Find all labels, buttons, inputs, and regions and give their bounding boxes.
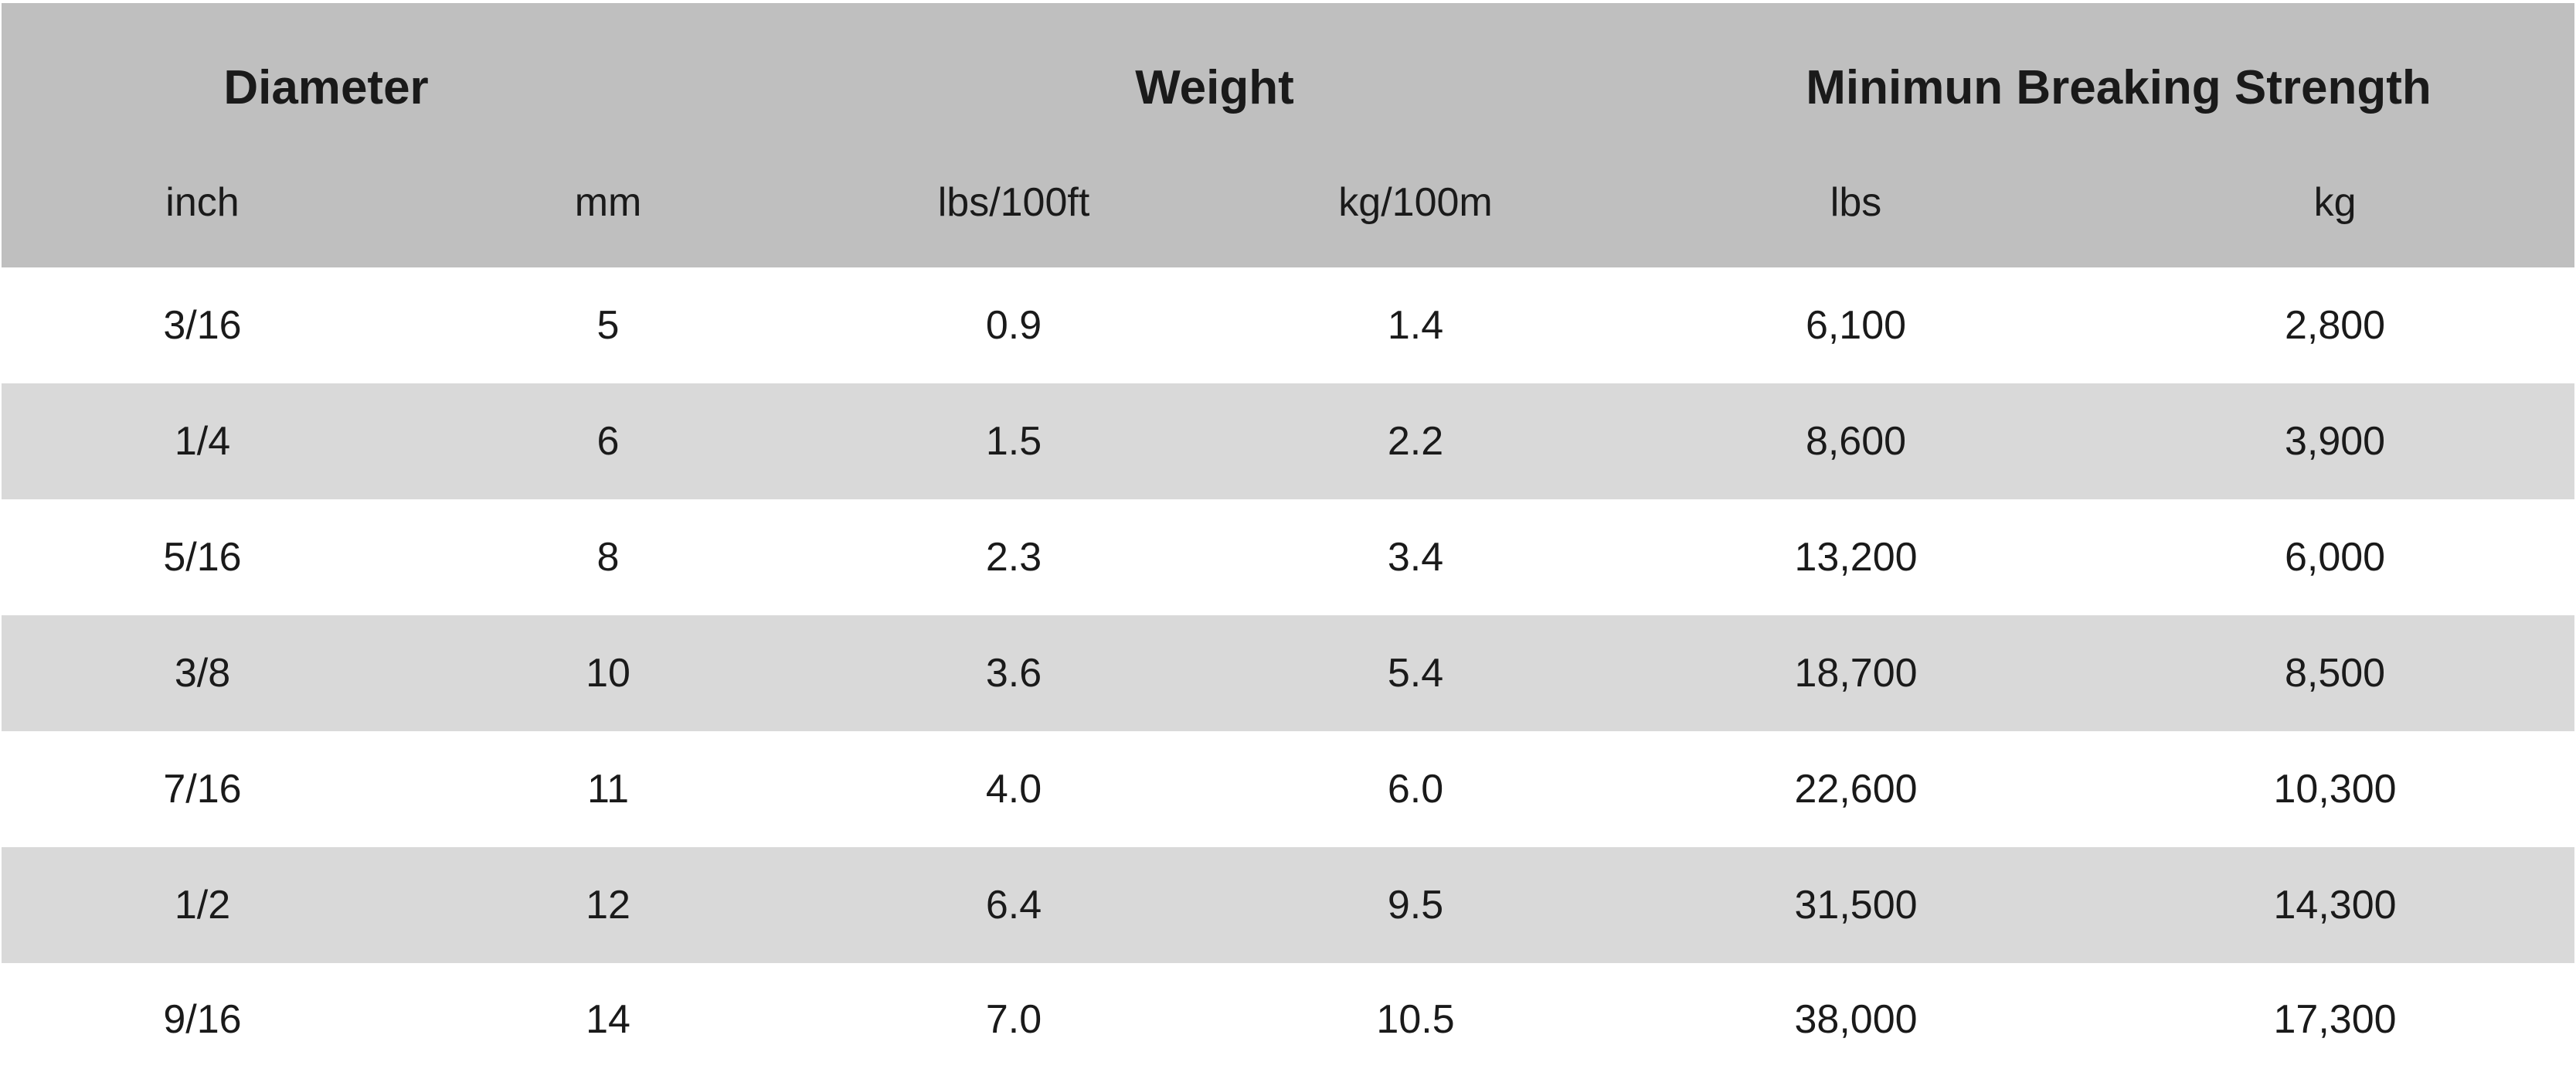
cell-lbs: 18,700 xyxy=(1616,615,2096,731)
cell-kg: 10,300 xyxy=(2095,731,2575,847)
unit-lbs: lbs xyxy=(1616,172,2096,267)
cell-lbs: 8,600 xyxy=(1616,383,2096,499)
cell-mm: 12 xyxy=(403,847,814,963)
cell-inch: 1/2 xyxy=(2,847,403,963)
cell-inch: 3/8 xyxy=(2,615,403,731)
cell-mm: 11 xyxy=(403,731,814,847)
cell-mm: 10 xyxy=(403,615,814,731)
cell-kg-per-100m: 9.5 xyxy=(1215,847,1617,963)
cell-lbs: 22,600 xyxy=(1616,731,2096,847)
table-body: 3/16 5 0.9 1.4 6,100 2,800 1/4 6 1.5 2.2… xyxy=(2,267,2575,1076)
table-row: 9/16 14 7.0 10.5 38,000 17,300 xyxy=(2,963,2575,1076)
cell-kg: 3,900 xyxy=(2095,383,2575,499)
cell-lbs-per-100ft: 0.9 xyxy=(813,267,1215,383)
cell-lbs-per-100ft: 4.0 xyxy=(813,731,1215,847)
cell-lbs-per-100ft: 3.6 xyxy=(813,615,1215,731)
cell-mm: 5 xyxy=(403,267,814,383)
cell-inch: 7/16 xyxy=(2,731,403,847)
header-weight: Weight xyxy=(813,3,1617,172)
cell-kg-per-100m: 6.0 xyxy=(1215,731,1617,847)
cell-lbs: 13,200 xyxy=(1616,499,2096,615)
cell-kg-per-100m: 10.5 xyxy=(1215,963,1617,1076)
cell-kg-per-100m: 2.2 xyxy=(1215,383,1617,499)
unit-lbs-per-100ft: lbs/100ft xyxy=(813,172,1215,267)
cell-mm: 6 xyxy=(403,383,814,499)
cell-kg: 17,300 xyxy=(2095,963,2575,1076)
unit-kg: kg xyxy=(2095,172,2575,267)
header-breaking-strength: Minimun Breaking Strength xyxy=(1616,3,2575,172)
cell-kg-per-100m: 3.4 xyxy=(1215,499,1617,615)
cell-kg: 8,500 xyxy=(2095,615,2575,731)
cell-kg-per-100m: 1.4 xyxy=(1215,267,1617,383)
cell-inch: 1/4 xyxy=(2,383,403,499)
table-row: 3/16 5 0.9 1.4 6,100 2,800 xyxy=(2,267,2575,383)
table-row: 7/16 11 4.0 6.0 22,600 10,300 xyxy=(2,731,2575,847)
unit-inch: inch xyxy=(2,172,403,267)
cell-inch: 3/16 xyxy=(2,267,403,383)
cell-kg: 6,000 xyxy=(2095,499,2575,615)
header-diameter: Diameter xyxy=(2,3,814,172)
cell-lbs: 31,500 xyxy=(1616,847,2096,963)
unit-kg-per-100m: kg/100m xyxy=(1215,172,1617,267)
unit-mm: mm xyxy=(403,172,814,267)
cell-mm: 14 xyxy=(403,963,814,1076)
table-row: 1/4 6 1.5 2.2 8,600 3,900 xyxy=(2,383,2575,499)
cell-lbs-per-100ft: 6.4 xyxy=(813,847,1215,963)
table-row: 5/16 8 2.3 3.4 13,200 6,000 xyxy=(2,499,2575,615)
cell-lbs: 6,100 xyxy=(1616,267,2096,383)
cell-kg: 2,800 xyxy=(2095,267,2575,383)
cell-inch: 5/16 xyxy=(2,499,403,615)
cell-kg: 14,300 xyxy=(2095,847,2575,963)
cell-lbs-per-100ft: 1.5 xyxy=(813,383,1215,499)
unit-header-row: inch mm lbs/100ft kg/100m lbs kg xyxy=(2,172,2575,267)
cell-lbs-per-100ft: 7.0 xyxy=(813,963,1215,1076)
cell-lbs: 38,000 xyxy=(1616,963,2096,1076)
table-row: 3/8 10 3.6 5.4 18,700 8,500 xyxy=(2,615,2575,731)
cell-mm: 8 xyxy=(403,499,814,615)
cell-inch: 9/16 xyxy=(2,963,403,1076)
group-header-row: Diameter Weight Minimun Breaking Strengt… xyxy=(2,3,2575,172)
rope-spec-table: Diameter Weight Minimun Breaking Strengt… xyxy=(2,3,2575,1076)
cell-kg-per-100m: 5.4 xyxy=(1215,615,1617,731)
table-row: 1/2 12 6.4 9.5 31,500 14,300 xyxy=(2,847,2575,963)
cell-lbs-per-100ft: 2.3 xyxy=(813,499,1215,615)
